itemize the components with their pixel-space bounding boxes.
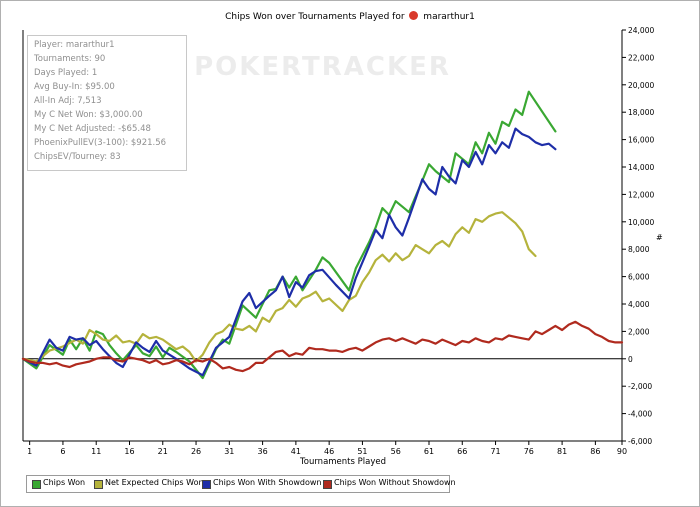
stat-avg-buyin: Avg Buy-In: $95.00 — [34, 82, 115, 92]
stat-phoenix-pullev: PhoenixPullEV(3-100): $921.56 — [34, 138, 167, 148]
legend-label-with-showdown: Chips Won With Showdown — [213, 478, 322, 487]
x-axis-label: Tournaments Played — [300, 457, 386, 467]
chart-title-text: Chips Won over Tournaments Played for — [225, 12, 405, 22]
y-tick-label: 8,000 — [628, 245, 650, 254]
stat-net-adjusted: My C Net Adjusted: -$65.48 — [34, 124, 151, 134]
x-tick-label: 90 — [617, 447, 627, 456]
x-tick-label: 36 — [258, 447, 268, 456]
chart-plot: POKERTRACKER 1 6 11 16 21 26 31 36 41 46 51 56 61 66 7… — [21, 26, 654, 456]
legend-swatch-chips-won — [32, 480, 41, 489]
y-tick-label: 22,000 — [628, 53, 654, 62]
stat-player: Player: mararthur1 — [34, 40, 115, 50]
y-tick-label: 4,000 — [628, 300, 650, 309]
stat-allin-adj: All-In Adj: 7,513 — [34, 96, 102, 106]
y-tick-label: 20,000 — [628, 81, 654, 90]
y-tick-label: 10,000 — [628, 218, 654, 227]
stat-tournaments: Tournaments: 90 — [34, 54, 106, 64]
watermark: POKERTRACKER — [194, 52, 451, 82]
x-tick-label: 71 — [490, 447, 500, 456]
y-axis-label: # — [656, 233, 663, 242]
y-tick-label: 16,000 — [628, 136, 654, 145]
series-line-1 — [21, 211, 537, 363]
legend-label-chips-won: Chips Won — [43, 478, 86, 487]
x-tick-label: 61 — [424, 447, 434, 456]
series-line-0 — [21, 90, 557, 380]
y-tick-label: -4,000 — [628, 410, 652, 419]
y-tick-label: 18,000 — [628, 108, 654, 117]
watermark-text: POKERTRACKER — [194, 52, 451, 82]
legend-swatch-without-showdown — [323, 480, 332, 489]
y-tick-label: -2,000 — [628, 382, 652, 391]
x-tick-label: 26 — [191, 447, 201, 456]
chart-title-player: mararthur1 — [423, 12, 475, 22]
chart-axes: 1 6 11 16 21 26 31 36 41 46 51 56 61 66 71 76 81 86 90-6,0… — [22, 26, 654, 456]
stat-net-won: My C Net Won: $3,000.00 — [34, 110, 143, 120]
y-tick-label: -6,000 — [628, 437, 652, 446]
y-tick-label: 6,000 — [628, 273, 650, 282]
chart-title: Chips Won over Tournaments Played for ma… — [0, 11, 700, 22]
x-tick-label: 41 — [291, 447, 301, 456]
stats-box: Player: mararthur1 Tournaments: 90 Days … — [27, 35, 187, 171]
y-tick-label: 24,000 — [628, 26, 654, 35]
x-tick-label: 11 — [91, 447, 101, 456]
x-tick-label: 66 — [457, 447, 467, 456]
x-tick-label: 81 — [557, 447, 567, 456]
legend-swatch-with-showdown — [202, 480, 211, 489]
chart-series — [21, 90, 624, 380]
y-tick-label: 2,000 — [628, 327, 650, 336]
stat-days-played: Days Played: 1 — [34, 68, 98, 78]
y-tick-label: 12,000 — [628, 190, 654, 199]
x-tick-label: 21 — [158, 447, 168, 456]
x-tick-label: 6 — [60, 447, 65, 456]
x-tick-label: 46 — [324, 447, 334, 456]
legend-swatch-net-expected — [94, 480, 103, 489]
y-tick-label: 14,000 — [628, 163, 654, 172]
chart-legend: Chips Won Net Expected Chips Won Chips W… — [26, 475, 456, 493]
legend-label-without-showdown: Chips Won Without Showdown — [334, 478, 456, 487]
x-tick-label: 76 — [524, 447, 534, 456]
legend-label-net-expected: Net Expected Chips Won — [105, 478, 204, 487]
x-tick-label: 16 — [124, 447, 134, 456]
x-tick-label: 86 — [590, 447, 600, 456]
x-tick-label: 51 — [357, 447, 367, 456]
stat-chipsev-tourney: ChipsEV/Tourney: 83 — [34, 152, 121, 162]
pokertracker-logo-icon — [409, 11, 419, 20]
x-tick-label: 31 — [224, 447, 234, 456]
series-line-3 — [21, 320, 624, 373]
y-tick-label: 0 — [628, 355, 633, 364]
x-tick-label: 1 — [27, 447, 32, 456]
x-tick-label: 56 — [391, 447, 401, 456]
